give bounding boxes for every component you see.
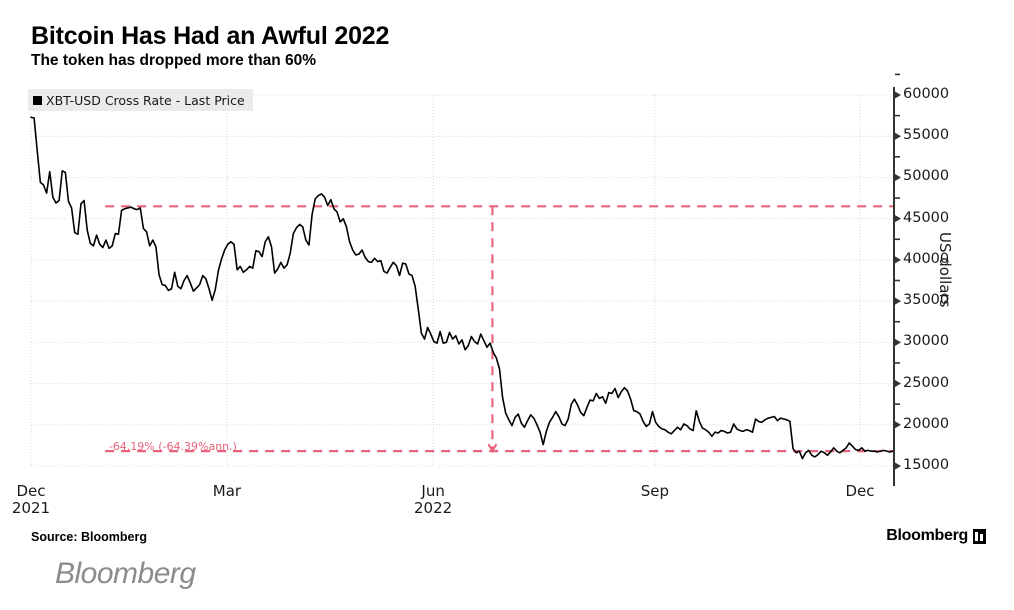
x-axis-tick-label: Dec [815, 483, 905, 500]
x-axis-tick-label: Jun 2022 [388, 483, 478, 517]
y-axis-tick-major [895, 297, 901, 305]
y-axis-tick-major [895, 215, 901, 223]
y-axis-tick-label: 45000 [903, 209, 950, 226]
y-axis-tick-label: 20000 [903, 415, 950, 432]
page-subtitle: The token has dropped more than 60% [31, 52, 317, 69]
legend-label: XBT-USD Cross Rate - Last Price [46, 92, 245, 108]
y-axis-tick-label: 60000 [903, 86, 950, 102]
brand-text: Bloomberg [886, 527, 968, 544]
y-axis-tick-label: 35000 [903, 292, 950, 309]
bloomberg-brand: Bloomberg [886, 527, 986, 545]
bloomberg-watermark: Bloomberg [55, 557, 196, 590]
x-axis-tick-label: Sep [610, 483, 700, 500]
x-axis-tick-label: Dec 2021 [0, 483, 76, 517]
drawdown-annotation: -64.19% (-64.39%ann.) [108, 440, 237, 454]
y-axis-tick-label: 15000 [903, 457, 950, 473]
x-axis-tick-label: Mar [182, 483, 272, 500]
y-axis-tick-major [895, 462, 901, 470]
y-axis-title: US dollars [936, 232, 954, 308]
y-axis-tick-label: 55000 [903, 127, 950, 144]
x-axis-tick-year: 2021 [11, 499, 51, 517]
reference-arrow-icon [487, 443, 498, 454]
x-axis-tick-month: Mar [212, 482, 242, 500]
y-axis-tick-label: 40000 [903, 250, 950, 267]
y-axis-tick-major [895, 421, 901, 429]
x-axis-tick-month: Jun [421, 482, 445, 500]
bloomberg-logo-icon [973, 528, 986, 544]
x-axis-tick-month: Sep [640, 482, 669, 500]
source-note: Source: Bloomberg [31, 530, 147, 544]
price-line [30, 116, 894, 460]
y-axis-tick-major [895, 256, 901, 264]
x-axis-tick-month: Dec [16, 482, 46, 500]
y-axis-tick-major [895, 132, 901, 140]
y-axis-tick-label: 30000 [903, 333, 950, 350]
y-axis-tick-major [895, 173, 901, 181]
y-axis-tick-major [895, 91, 901, 99]
y-axis-tick-label: 25000 [903, 374, 950, 391]
y-axis-tick-major [895, 338, 901, 346]
page-title: Bitcoin Has Had an Awful 2022 [31, 22, 390, 50]
x-axis-tick-year: 2022 [414, 499, 453, 517]
y-axis-tick-label: 50000 [903, 168, 950, 185]
legend-swatch-icon [33, 95, 42, 105]
x-axis-tick-month: Dec [845, 482, 875, 500]
y-axis-tick-major [895, 380, 901, 388]
chart-legend: XBT-USD Cross Rate - Last Price [28, 89, 253, 111]
